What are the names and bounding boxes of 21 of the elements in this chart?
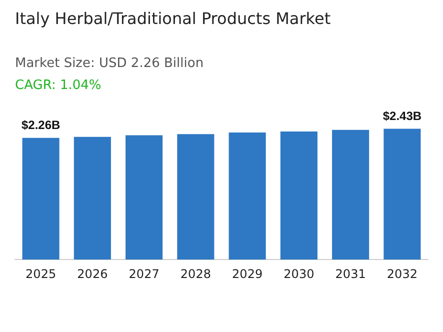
x-tick-label: 2029 xyxy=(232,266,263,281)
chart-subtitle: Market Size: USD 2.26 Billion xyxy=(15,56,204,71)
bar xyxy=(228,132,266,260)
x-tick-label: 2032 xyxy=(386,266,418,281)
bar xyxy=(177,134,214,260)
data-label: $2.26B xyxy=(21,118,60,132)
x-tick-label: 2028 xyxy=(180,266,211,281)
text: CAGR: 1.04% xyxy=(15,78,102,93)
data-label: $2.43B xyxy=(382,109,422,124)
bar xyxy=(280,131,318,260)
bar xyxy=(74,136,111,260)
bar xyxy=(126,135,163,260)
x-tick-label: 2025 xyxy=(26,266,56,281)
x-tick-label: 2031 xyxy=(335,266,366,281)
x-tick-label: 2030 xyxy=(284,266,314,281)
bar xyxy=(332,130,370,260)
chart-title: Italy Herbal/Traditional Products Market xyxy=(15,8,332,30)
x-tick-label: 2026 xyxy=(77,266,108,281)
bar xyxy=(384,128,421,260)
bar xyxy=(22,138,60,260)
x-tick-label: 2027 xyxy=(128,266,160,281)
